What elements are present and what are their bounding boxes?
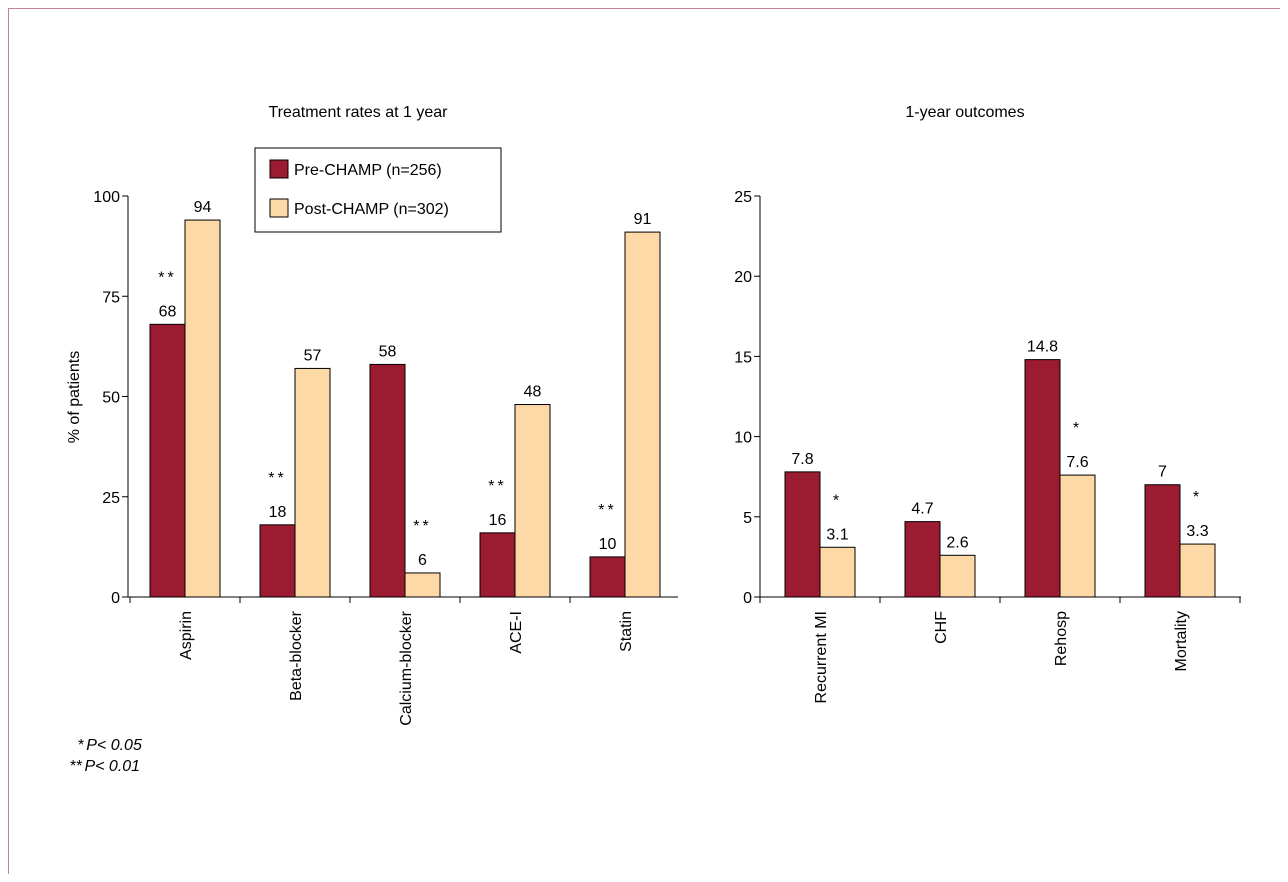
bar-post-champ-beta-blocker xyxy=(294,367,331,598)
y-tick-label: 10 xyxy=(734,430,752,447)
significance-marker: ** xyxy=(488,478,506,495)
bars xyxy=(149,219,661,598)
data-label: 3.3 xyxy=(1186,523,1208,540)
footnote-stars: * xyxy=(78,737,84,754)
footnote-text: P< 0.05 xyxy=(86,737,142,754)
data-label: 7.8 xyxy=(791,451,813,468)
significance-marker: * xyxy=(1073,420,1082,437)
bar-pre-champ-chf xyxy=(904,521,941,598)
bar-post-champ-mortality xyxy=(1179,543,1216,598)
data-label: 14.8 xyxy=(1027,339,1058,356)
x-tick-label: ACE-I xyxy=(508,611,525,654)
bar-post-champ-ace-i xyxy=(514,404,551,598)
y-tick-label: 25 xyxy=(102,490,120,507)
bar-post-champ-recurrent-mi xyxy=(819,546,856,598)
outcomes-chart: 1-year outcomes 0 5 10 15 20 25 7.8 3.1 Recurre… xyxy=(734,104,1241,703)
y-tick-label: 20 xyxy=(734,269,752,286)
x-tick-label: CHF xyxy=(933,611,950,644)
data-label: 4.7 xyxy=(911,501,933,518)
y-tick-label: 100 xyxy=(93,189,120,206)
bar-post-champ-calcium-blocker xyxy=(404,572,441,598)
data-label: 16 xyxy=(489,512,507,529)
data-label: 18 xyxy=(269,504,287,521)
bar-post-champ-rehosp xyxy=(1059,474,1096,598)
bar-pre-champ-statin xyxy=(589,556,626,598)
y-tick-label: 5 xyxy=(743,510,752,527)
footnote-stars: ** xyxy=(70,758,82,775)
legend-swatch-post-champ xyxy=(269,198,289,218)
data-labels: 7.8 3.1 Recurrent MI 4.7 2.6 CHF 14.8 7.6 Rehosp… xyxy=(791,339,1208,704)
bar-pre-champ-calcium-blocker xyxy=(369,363,406,598)
data-labels: 68 94 Aspirin 18 57 Beta-blocker 58 6 Calcium-bl… xyxy=(158,199,651,726)
x-tick-label: Calcium-blocker xyxy=(398,610,415,725)
treatment-rates-chart: Treatment rates at 1 year % of patients … xyxy=(66,104,678,775)
legend-label-pre-champ: Pre-CHAMP (n=256) xyxy=(294,162,442,179)
footnote-text: P< 0.01 xyxy=(84,758,140,775)
footnote-p01: ** P< 0.01 xyxy=(70,758,140,775)
bar-post-champ-chf xyxy=(939,554,976,598)
significance-marker: ** xyxy=(268,470,286,487)
footnote-p05: * P< 0.05 xyxy=(78,737,142,754)
data-label: 94 xyxy=(194,199,212,216)
data-label: 7 xyxy=(1158,464,1167,481)
x-tick-label: Beta-blocker xyxy=(288,610,305,700)
data-label: 58 xyxy=(379,343,397,360)
chart-title: 1-year outcomes xyxy=(905,104,1024,121)
y-tick-label: 0 xyxy=(743,590,752,607)
legend-swatch-pre-champ xyxy=(269,159,289,179)
y-axis-label: % of patients xyxy=(66,351,83,444)
x-tick-label: Recurrent MI xyxy=(813,611,830,703)
figure-frame xyxy=(8,8,1280,874)
legend: Pre-CHAMP (n=256) Post-CHAMP (n=302) xyxy=(254,147,502,233)
data-label: 68 xyxy=(159,303,177,320)
bar-pre-champ-rehosp xyxy=(1024,359,1061,598)
y-tick-label: 0 xyxy=(111,590,120,607)
bar-pre-champ-recurrent-mi xyxy=(784,471,821,598)
bars xyxy=(784,359,1216,598)
bar-pre-champ-ace-i xyxy=(479,532,516,598)
data-label: 48 xyxy=(524,384,542,401)
bar-pre-champ-aspirin xyxy=(149,323,186,598)
bar-post-champ-statin xyxy=(624,231,661,598)
y-tick-label: 50 xyxy=(102,390,120,407)
data-label: 3.1 xyxy=(826,526,848,543)
legend-box xyxy=(254,147,502,233)
x-tick-label: Statin xyxy=(618,611,635,652)
x-tick-label: Aspirin xyxy=(178,611,195,660)
data-label: 10 xyxy=(599,536,617,553)
significance-marker: * xyxy=(833,492,842,509)
legend-label-post-champ: Post-CHAMP (n=302) xyxy=(294,201,449,218)
data-label: 2.6 xyxy=(946,534,968,551)
y-tick-label: 75 xyxy=(102,289,120,306)
chart-title: Treatment rates at 1 year xyxy=(268,104,448,121)
significance-marker: ** xyxy=(413,518,431,535)
bar-post-champ-aspirin xyxy=(184,219,221,598)
data-label: 7.6 xyxy=(1066,454,1088,471)
bar-pre-champ-beta-blocker xyxy=(259,524,296,598)
bar-pre-champ-mortality xyxy=(1144,484,1181,598)
data-label: 91 xyxy=(634,211,652,228)
significance-marker: ** xyxy=(598,502,616,519)
footnotes: * P< 0.05 ** P< 0.01 xyxy=(70,737,142,775)
y-tick-label: 15 xyxy=(734,349,752,366)
x-tick-label: Mortality xyxy=(1173,611,1190,671)
data-label: 6 xyxy=(418,552,427,569)
significance-marker: ** xyxy=(158,269,176,286)
x-tick-label: Rehosp xyxy=(1053,611,1070,666)
data-label: 57 xyxy=(304,347,322,364)
significance-marker: * xyxy=(1193,489,1202,506)
y-tick-label: 25 xyxy=(734,189,752,206)
